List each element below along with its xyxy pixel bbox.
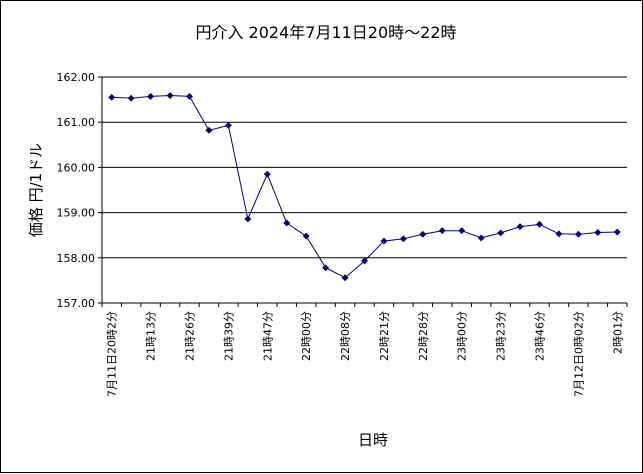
- y-tick-label: 159.00: [57, 207, 96, 220]
- data-point: [574, 230, 582, 238]
- data-point: [613, 228, 621, 236]
- x-tick-label: 22時08分: [339, 311, 352, 361]
- data-point: [166, 91, 174, 100]
- x-tick-label: 23時23分: [495, 311, 508, 361]
- data-point: [516, 223, 524, 231]
- data-point: [147, 92, 155, 100]
- data-point: [263, 170, 271, 178]
- chart-title: 円介入 2024年7月11日20時〜22時: [195, 23, 456, 42]
- data-point: [224, 121, 232, 129]
- x-tick-label: 2時01分: [611, 311, 624, 354]
- y-tick-label: 160.00: [57, 161, 96, 174]
- data-point: [283, 219, 291, 227]
- data-point: [438, 227, 446, 235]
- x-tick-label: 22時21分: [378, 311, 391, 361]
- x-tick-label: 23時00分: [456, 311, 469, 361]
- series-line-group: [108, 91, 621, 282]
- data-point: [555, 230, 563, 238]
- data-point: [205, 126, 213, 134]
- x-axis-ticks: 7月11日20時2分 21時13分 21時26分 21時39分 21時47分 22時00分…: [101, 303, 628, 397]
- x-tick-label: 23時46分: [534, 311, 547, 361]
- data-point: [497, 229, 505, 237]
- data-point: [127, 94, 135, 102]
- y-axis-ticks: 157.00 158.00 159.00 160.00 161.00 162.00: [57, 71, 102, 310]
- y-tick-label: 158.00: [57, 252, 96, 265]
- data-point: [419, 230, 427, 238]
- plot-area: [102, 77, 627, 303]
- y-tick-label: 157.00: [57, 297, 96, 310]
- data-point: [322, 264, 330, 272]
- data-point: [341, 274, 349, 282]
- y-tick-label: 162.00: [57, 71, 96, 84]
- y-axis-label: 価格 円/1ドル: [27, 143, 45, 237]
- data-point: [302, 232, 310, 240]
- y-tick-label: 161.00: [57, 116, 96, 129]
- data-point: [360, 257, 369, 265]
- data-point: [594, 228, 602, 237]
- x-tick-label: 21時26分: [184, 311, 197, 361]
- data-point: [185, 92, 194, 100]
- x-tick-label: 7月11日20時2分: [106, 311, 119, 397]
- x-axis-label: 日時: [358, 431, 388, 449]
- x-tick-label: 22時00分: [300, 311, 313, 361]
- x-tick-label: 21時47分: [261, 311, 274, 361]
- data-point: [458, 227, 466, 235]
- data-point: [244, 215, 252, 223]
- data-point: [399, 235, 407, 243]
- data-point: [477, 234, 485, 242]
- x-tick-label: 21時39分: [222, 311, 235, 361]
- x-tick-label: 22時28分: [417, 311, 430, 361]
- x-tick-label: 7月12日0時02分: [572, 311, 585, 397]
- data-point: [108, 93, 116, 101]
- data-point: [380, 237, 388, 245]
- gridlines: [102, 76, 627, 259]
- x-tick-label: 21時13分: [145, 311, 158, 361]
- data-point: [535, 220, 544, 228]
